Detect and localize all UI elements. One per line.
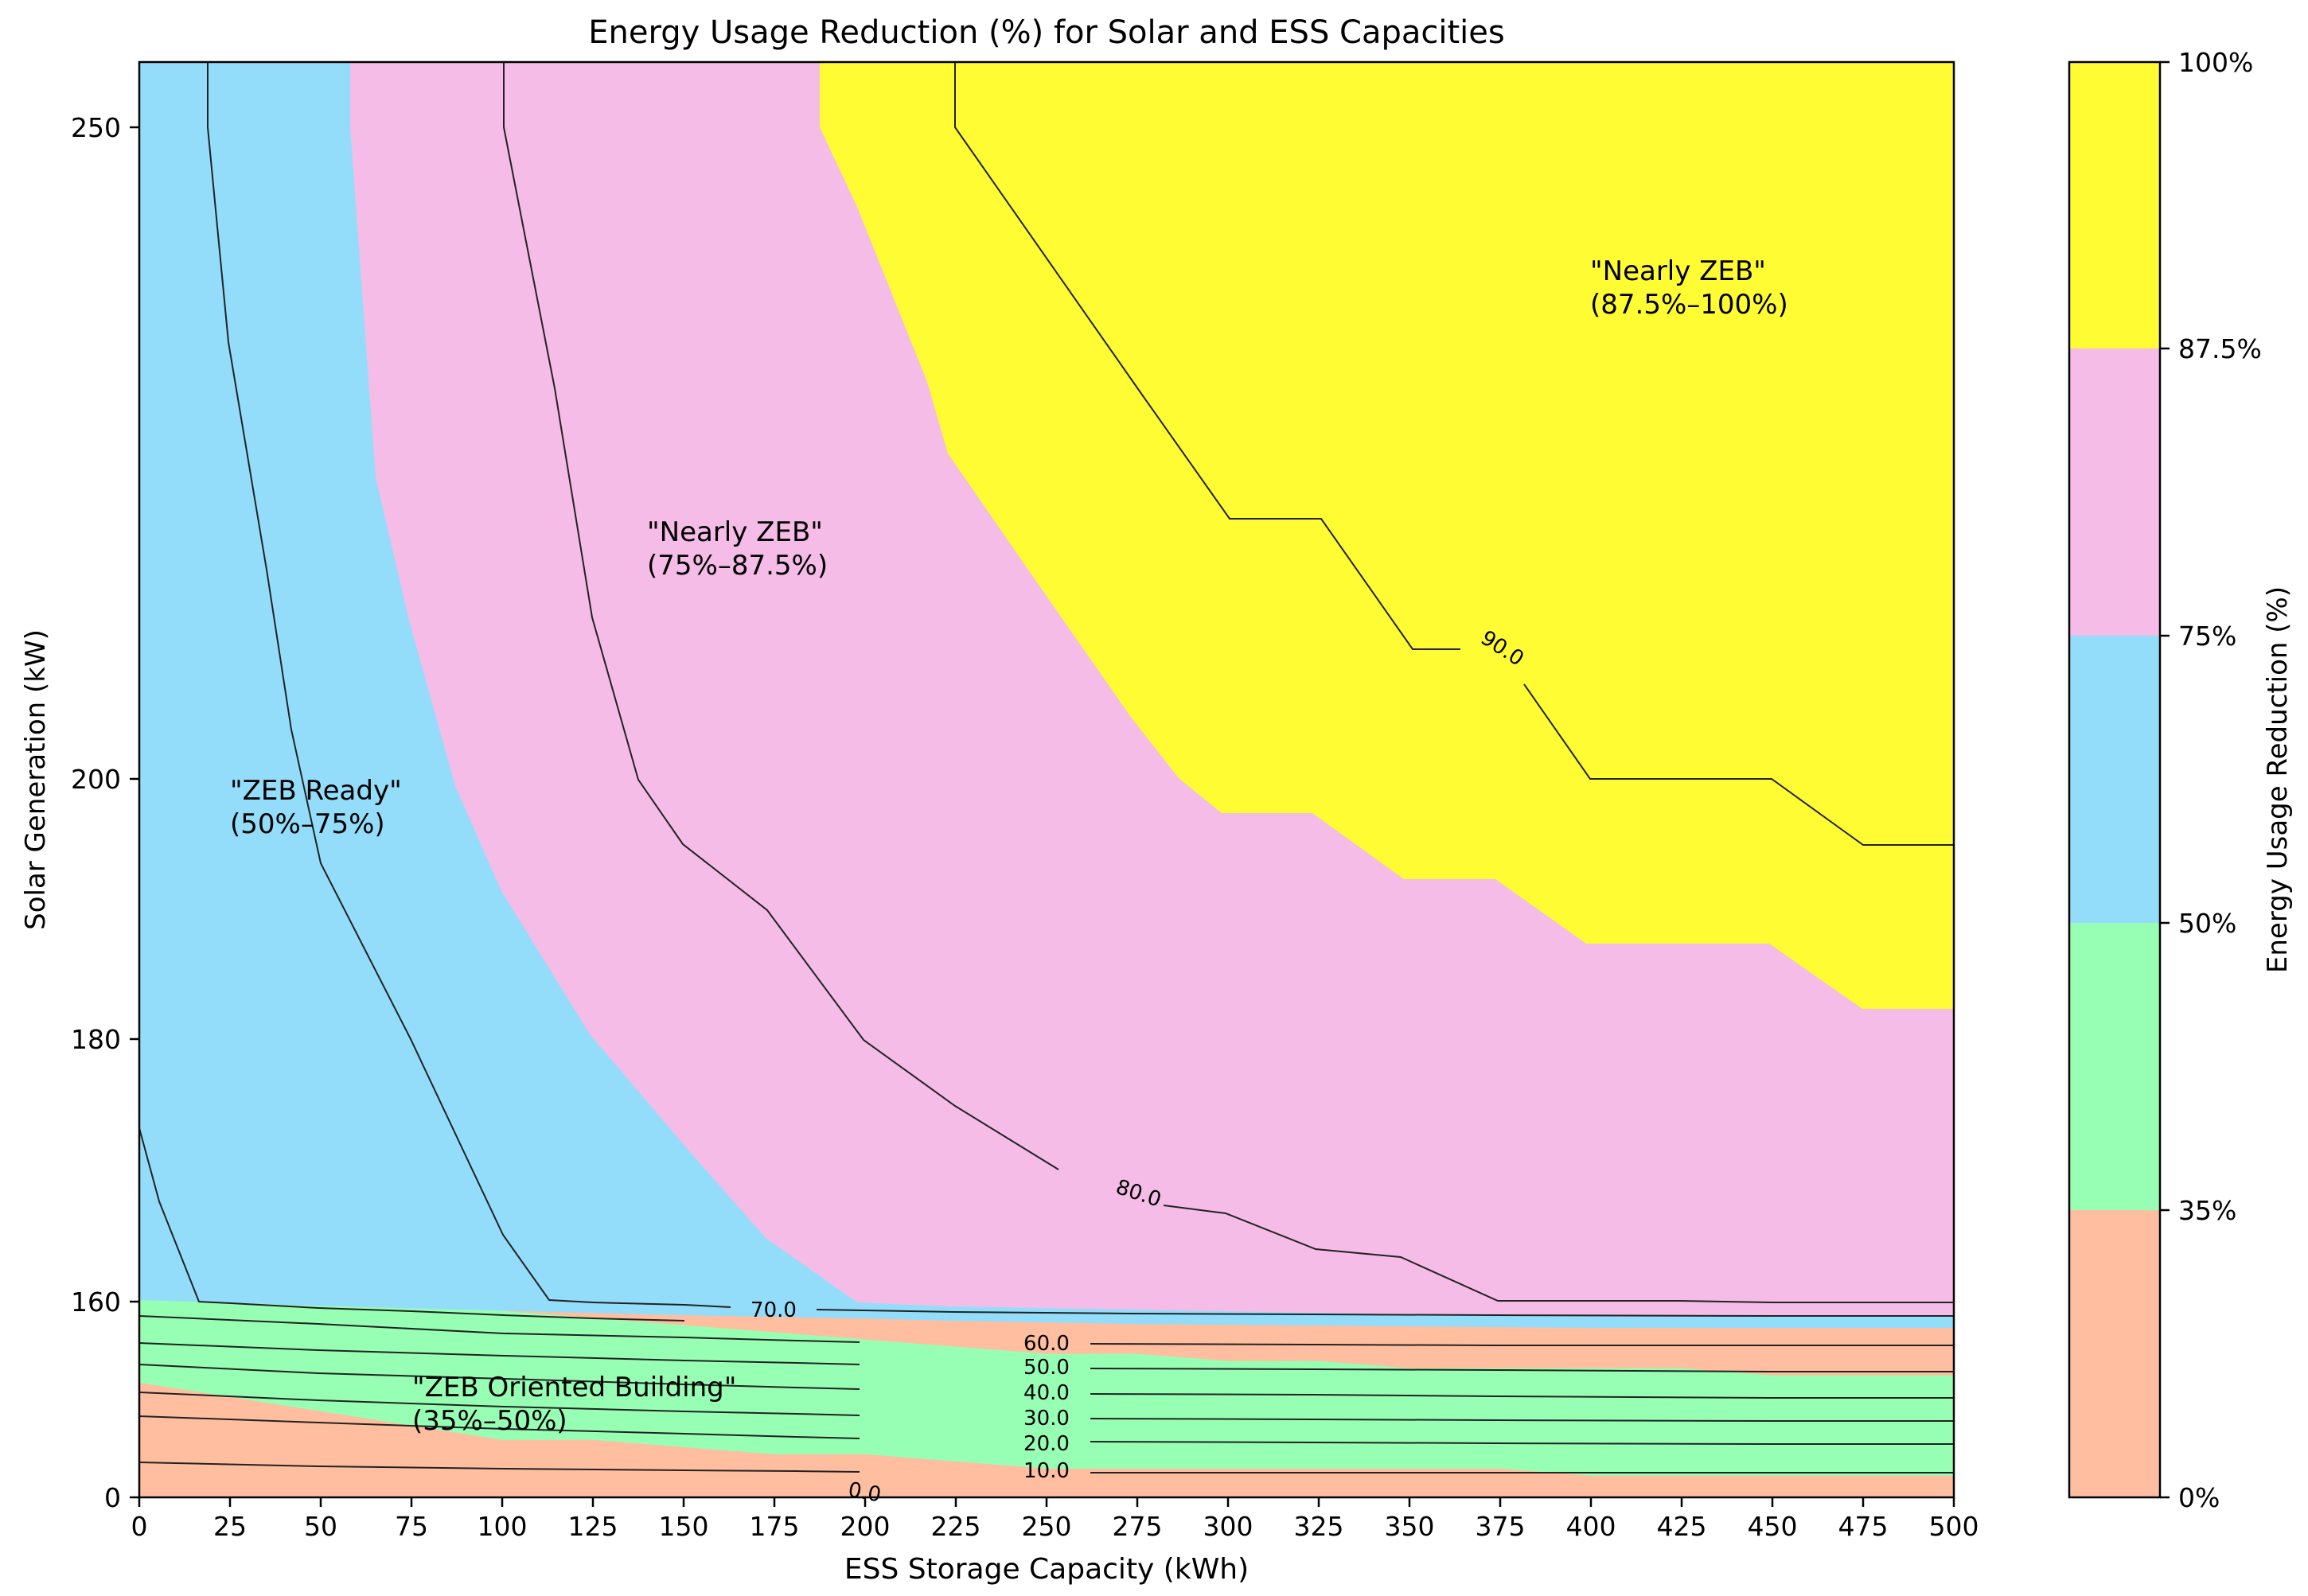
annotation-zeb-ready-title: "ZEB Ready" [230, 775, 402, 807]
x-axis-label: ESS Storage Capacity (kWh) [844, 1553, 1249, 1586]
contour-40 [138, 1364, 1954, 1399]
x-tick-label-500: 500 [1929, 1511, 1979, 1542]
x-tick-label-375: 375 [1476, 1511, 1526, 1542]
annotation-nearly-zeb-high-title: "Nearly ZEB" [1590, 255, 1766, 287]
contour-labels: 90.0 80.0 70.0 60.0 50.0 40.0 30.0 20.0 … [750, 626, 1528, 1508]
x-tick-label-400: 400 [1566, 1511, 1616, 1542]
contour-label-40: 40.0 [1023, 1381, 1070, 1405]
contour-70-upper [207, 62, 731, 1308]
y-tick-label-200: 200 [71, 764, 121, 795]
contour-label-60: 60.0 [1023, 1332, 1070, 1356]
contour-label-10: 10.0 [1023, 1459, 1070, 1483]
x-tick-label-475: 475 [1838, 1511, 1889, 1542]
x-tick-label-75: 75 [395, 1511, 428, 1542]
colorbar-label-87: 87.5% [2178, 333, 2262, 364]
colorbar-label-75: 75% [2178, 621, 2236, 652]
colorbar-label-50: 50% [2178, 908, 2236, 939]
contour-label-70: 70.0 [750, 1298, 797, 1322]
x-tick-label-325: 325 [1294, 1511, 1344, 1542]
chart-title: Energy Usage Reduction (%) for Solar and… [588, 14, 1505, 51]
y-tick-labels: 0 160 180 200 250 [71, 112, 121, 1513]
x-tick-label-175: 175 [750, 1511, 800, 1542]
x-tick-label-100: 100 [478, 1511, 528, 1542]
colorbar-frame [2068, 60, 2162, 1499]
contour-30 [138, 1392, 1954, 1422]
annotation-zeb-oriented-title: "ZEB Oriented Building" [412, 1372, 736, 1403]
region-nearly-zeb-87 [820, 62, 1954, 1009]
x-tick-label-200: 200 [840, 1511, 891, 1542]
contour-90 [954, 62, 1954, 846]
colorbar-band-0-35 [2069, 1210, 2160, 1497]
x-tick-label-225: 225 [931, 1511, 981, 1542]
colorbar-band-87-100 [2069, 62, 2160, 348]
x-tick-label-450: 450 [1748, 1511, 1798, 1542]
x-tick-label-50: 50 [304, 1511, 337, 1542]
contour-60 [138, 1315, 1954, 1346]
contour-label-50: 50.0 [1023, 1356, 1070, 1380]
region-annotations: "Nearly ZEB" (87.5%–100%) "Nearly ZEB" (… [230, 255, 1788, 1437]
colorbar-label-35: 35% [2178, 1195, 2236, 1226]
annotation-nearly-zeb-mid-range: (75%–87.5%) [647, 550, 828, 582]
x-axis: 0 25 50 75 100 125 150 175 200 225 250 275 300 325 350… [131, 1497, 1979, 1542]
contour-label-20: 20.0 [1023, 1432, 1070, 1456]
y-tick-label-250: 250 [71, 112, 121, 143]
colorbar: 0% 35% 50% 75% 87.5% 100% Energy Usage R… [2068, 47, 2294, 1513]
annotation-nearly-zeb-high-range: (87.5%–100%) [1590, 289, 1788, 321]
y-tick-label-160: 160 [71, 1287, 121, 1318]
contour-50 [138, 1342, 1954, 1372]
annotation-zeb-oriented-range: (35%–50%) [412, 1405, 567, 1437]
y-axis [130, 126, 139, 1499]
y-tick-label-180: 180 [71, 1024, 121, 1055]
x-tick-label-25: 25 [213, 1511, 247, 1542]
x-tick-label-425: 425 [1657, 1511, 1707, 1542]
colorbar-band-75-87 [2069, 348, 2160, 636]
contour-70-left [138, 1127, 685, 1322]
region-zeb-oriented-green [139, 1260, 1954, 1476]
colorbar-band-50-75 [2069, 636, 2160, 923]
contour-70-right [816, 1309, 1954, 1317]
contour-80 [503, 62, 1954, 1303]
colorbar-label-0: 0% [2178, 1482, 2220, 1513]
colorbar-label-100: 100% [2178, 47, 2253, 78]
x-tick-label-250: 250 [1022, 1511, 1072, 1542]
x-tick-label-125: 125 [568, 1511, 618, 1542]
x-tick-label-350: 350 [1385, 1511, 1435, 1542]
contour-label-30: 30.0 [1023, 1407, 1070, 1431]
x-tick-label-0: 0 [131, 1511, 148, 1542]
annotation-zeb-ready-range: (50%–75%) [230, 808, 385, 840]
colorbar-band-35-50 [2069, 923, 2160, 1210]
x-tick-label-275: 275 [1113, 1511, 1163, 1542]
y-axis-label: Solar Generation (kW) [20, 629, 52, 930]
colorbar-title: Energy Usage Reduction (%) [2262, 586, 2294, 973]
x-tick-label-300: 300 [1203, 1511, 1253, 1542]
contour-10 [138, 1462, 1954, 1473]
x-tick-label-150: 150 [659, 1511, 709, 1542]
y-tick-label-0: 0 [104, 1482, 121, 1513]
contour-20 [138, 1415, 1954, 1445]
contour-lines [138, 62, 1954, 1473]
annotation-nearly-zeb-mid-title: "Nearly ZEB" [647, 516, 823, 548]
plot-area [139, 62, 1954, 1497]
